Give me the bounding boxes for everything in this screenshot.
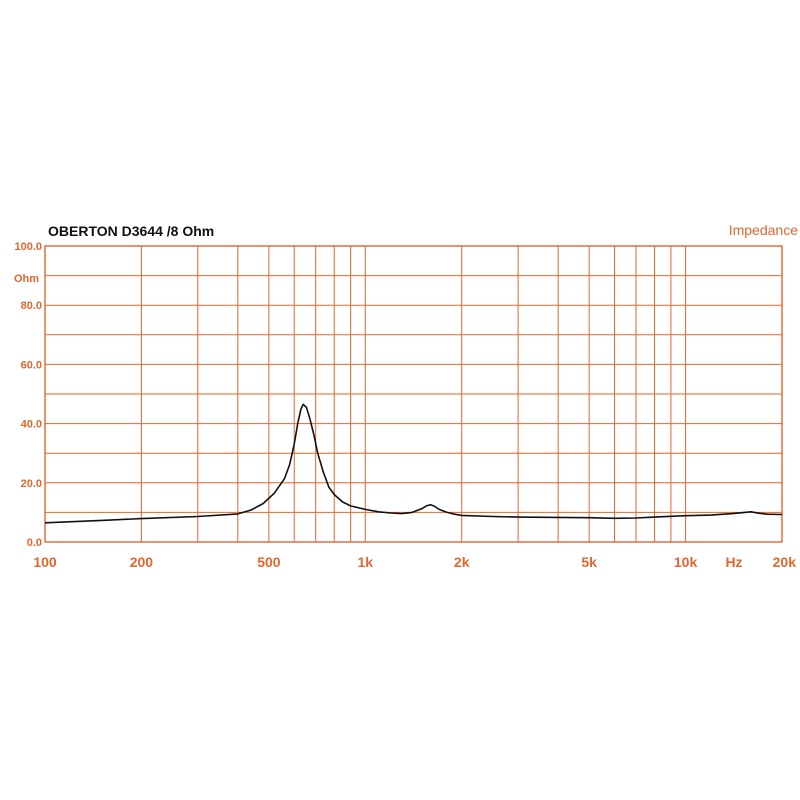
x-tick-label: 10k — [674, 554, 698, 570]
x-tick-label: 5k — [581, 554, 597, 570]
grid — [44, 245, 783, 543]
y-tick-label: 40.0 — [21, 419, 42, 431]
x-tick-label: 20k — [773, 554, 797, 570]
y-tick-label: 0.0 — [27, 537, 42, 549]
x-tick-label: 100 — [33, 554, 57, 570]
chart-title: OBERTON D3644 /8 Ohm — [48, 223, 214, 239]
y-tick-label: 60.0 — [21, 359, 42, 371]
x-tick-label: 2k — [454, 554, 470, 570]
x-tick-label: 500 — [257, 554, 281, 570]
x-tick-labels: 100 200 500 1k 2k 5k 10k 20k — [33, 554, 796, 570]
y-tick-label: 80.0 — [21, 300, 42, 312]
impedance-label: Impedance — [729, 222, 798, 238]
x-tick-label: 200 — [130, 554, 154, 570]
y-tick-label: 20.0 — [21, 478, 42, 490]
plot-frame — [44, 245, 783, 543]
impedance-curve — [44, 403, 783, 524]
y-tick-label: 100.0 — [14, 241, 42, 253]
x-unit-label: Hz — [725, 554, 742, 570]
x-tick-label: 1k — [358, 554, 374, 570]
y-tick-labels: 100.0 80.0 60.0 40.0 20.0 0.0 — [14, 241, 42, 549]
y-unit-label: Ohm — [14, 273, 39, 285]
